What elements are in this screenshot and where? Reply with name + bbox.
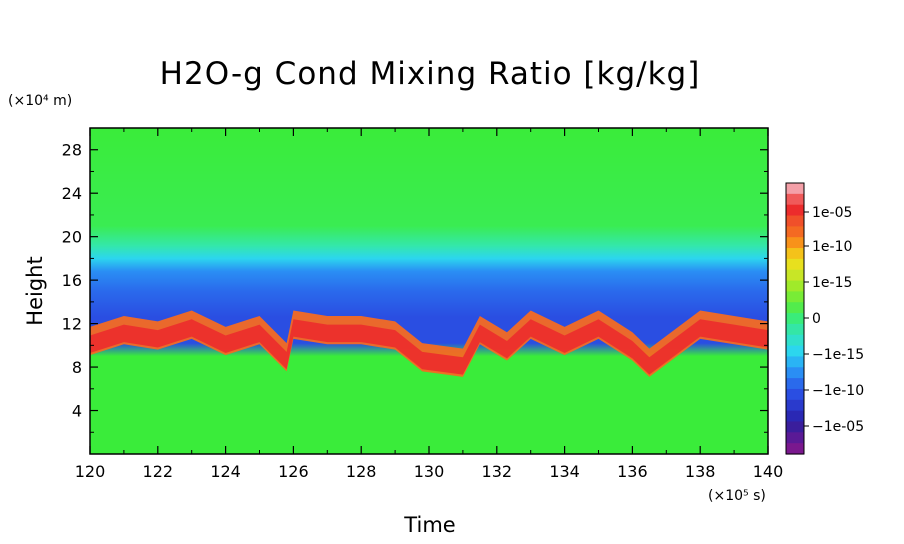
- colorbar-swatch: [786, 421, 804, 433]
- colorbar-swatch: [786, 356, 804, 368]
- colorbar-swatch: [786, 237, 804, 249]
- y-tick-label: 8: [72, 358, 82, 377]
- x-tick-label: 126: [278, 462, 309, 481]
- y-axis: 4 8 12 16 20 24 28: [62, 127, 768, 433]
- colorbar-swatch: [786, 269, 804, 282]
- y-tick-label: 24: [62, 184, 82, 203]
- colorbar-swatch: [786, 334, 804, 347]
- x-tick-label: 138: [685, 462, 716, 481]
- x-tick-label: 136: [617, 462, 648, 481]
- y-tick-label: 20: [62, 228, 82, 247]
- x-unit-label: (×10⁵ s): [708, 488, 766, 504]
- colorbar-swatch: [786, 215, 804, 227]
- plot-area: [90, 128, 768, 454]
- colorbar-swatch: [786, 280, 804, 292]
- colorbar-swatch: [786, 204, 804, 217]
- colorbar-swatch: [786, 248, 804, 260]
- colorbar-swatch: [786, 443, 804, 455]
- colorbar-label: −1e-15: [812, 347, 864, 363]
- colorbar-swatch: [786, 399, 804, 412]
- x-tick-label: 132: [482, 462, 513, 481]
- x-axis: 120 122 124 126 128 130 132 134 136 138 140: [75, 128, 784, 481]
- colorbar-swatch: [786, 183, 804, 195]
- colorbar-swatch: [786, 378, 804, 390]
- x-axis-label: Time: [403, 513, 455, 537]
- colorbar-label: 1e-10: [812, 239, 852, 255]
- colorbar-label: 1e-05: [812, 205, 852, 221]
- y-axis-label: Height: [23, 256, 47, 325]
- y-tick-label: 12: [62, 315, 82, 334]
- positive-condensation-core: [90, 319, 768, 375]
- y-tick-label: 16: [62, 271, 82, 290]
- colorbar-swatch: [786, 367, 804, 379]
- colorbar-label: −1e-10: [812, 383, 864, 399]
- x-tick-label: 124: [210, 462, 241, 481]
- x-tick-label: 122: [143, 462, 174, 481]
- heatmap-layer: [90, 310, 768, 377]
- colorbar-swatch: [786, 410, 804, 423]
- colorbar-label: −1e-05: [812, 419, 864, 435]
- heatmap-background: [90, 128, 768, 454]
- colorbar-swatch: [786, 345, 804, 358]
- colorbar-swatch: [786, 193, 804, 206]
- colorbar-swatch: [786, 302, 804, 314]
- colorbar-label: 0: [812, 311, 821, 327]
- colorbar: [785, 182, 805, 455]
- colorbar-swatch: [786, 291, 804, 303]
- colorbar-swatch: [786, 313, 804, 325]
- colorbar-labels: 1e-05 1e-10 1e-15 0 −1e-15 −1e-10 −1e-05: [804, 205, 864, 435]
- x-tick-label: 130: [414, 462, 445, 481]
- colorbar-swatch: [786, 258, 804, 271]
- colorbar-label: 1e-15: [812, 275, 852, 291]
- colorbar-swatch: [786, 432, 804, 444]
- y-unit-label: (×10⁴ m): [8, 93, 72, 109]
- x-tick-label: 134: [549, 462, 580, 481]
- chart-title: H2O-g Cond Mixing Ratio [kg/kg]: [160, 56, 701, 92]
- y-tick-label: 28: [62, 141, 82, 160]
- colorbar-swatch: [786, 323, 804, 336]
- x-tick-label: 120: [75, 462, 106, 481]
- x-tick-label: 128: [346, 462, 377, 481]
- x-tick-label: 140: [753, 462, 784, 481]
- y-tick-label: 4: [72, 402, 82, 421]
- colorbar-swatch: [786, 388, 804, 401]
- colorbar-swatch: [786, 226, 804, 238]
